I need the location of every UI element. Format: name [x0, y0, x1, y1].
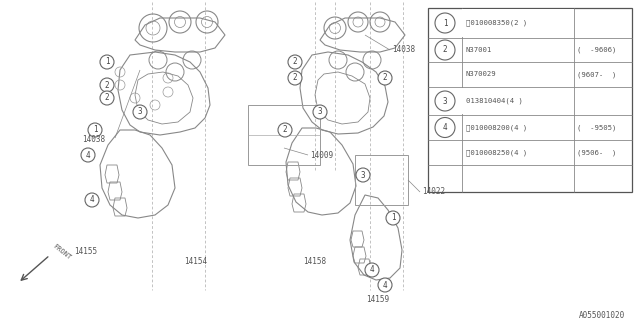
Text: 14009: 14009 [310, 150, 333, 159]
Text: 14155: 14155 [74, 247, 97, 257]
Circle shape [365, 263, 379, 277]
Text: 2: 2 [292, 74, 298, 83]
Text: (  -9606): ( -9606) [577, 47, 616, 53]
Circle shape [100, 78, 114, 92]
Text: 2: 2 [383, 74, 387, 83]
Text: 2: 2 [443, 45, 447, 54]
Text: (9506-  ): (9506- ) [577, 149, 616, 156]
Text: 1: 1 [443, 19, 447, 28]
Text: 2: 2 [105, 81, 109, 90]
Circle shape [435, 91, 455, 111]
Circle shape [85, 193, 99, 207]
Text: 2: 2 [292, 58, 298, 67]
Circle shape [435, 117, 455, 138]
Text: 1: 1 [390, 213, 396, 222]
Text: 2: 2 [105, 93, 109, 102]
Text: Ⓑ010008250(4 ): Ⓑ010008250(4 ) [466, 149, 527, 156]
Text: 1: 1 [93, 125, 97, 134]
Text: 14038: 14038 [82, 135, 105, 145]
Text: 4: 4 [86, 150, 90, 159]
Text: Ⓑ010008350(2 ): Ⓑ010008350(2 ) [466, 20, 527, 26]
Bar [462, 88, 574, 114]
Text: 4: 4 [443, 123, 447, 132]
Circle shape [288, 55, 302, 69]
Circle shape [288, 71, 302, 85]
Text: 3: 3 [361, 171, 365, 180]
Text: 14159: 14159 [367, 295, 390, 305]
Text: 3: 3 [443, 97, 447, 106]
Text: Ⓑ010008200(4 ): Ⓑ010008200(4 ) [466, 124, 527, 131]
Text: FRONT: FRONT [52, 243, 72, 261]
Text: N37001: N37001 [466, 47, 492, 53]
Text: 14022: 14022 [422, 188, 445, 196]
Circle shape [88, 123, 102, 137]
Circle shape [278, 123, 292, 137]
Text: 3: 3 [138, 108, 142, 116]
Circle shape [313, 105, 327, 119]
Text: 14038: 14038 [392, 45, 415, 54]
Text: 14158: 14158 [303, 258, 326, 267]
Text: 013810404(4 ): 013810404(4 ) [466, 98, 523, 104]
Circle shape [81, 148, 95, 162]
Text: 1: 1 [105, 58, 109, 67]
Text: 4: 4 [370, 266, 374, 275]
Text: N370029: N370029 [466, 71, 497, 77]
Text: 3: 3 [317, 108, 323, 116]
Circle shape [133, 105, 147, 119]
Circle shape [435, 40, 455, 60]
Text: 4: 4 [383, 281, 387, 290]
Text: (  -9505): ( -9505) [577, 124, 616, 131]
Text: 4: 4 [90, 196, 94, 204]
Circle shape [378, 71, 392, 85]
Circle shape [100, 55, 114, 69]
Text: 2: 2 [283, 125, 287, 134]
Circle shape [356, 168, 370, 182]
Text: (9607-  ): (9607- ) [577, 71, 616, 78]
Circle shape [435, 13, 455, 33]
Bar [462, 9, 574, 37]
Circle shape [386, 211, 400, 225]
Text: A055001020: A055001020 [579, 310, 625, 319]
Circle shape [100, 91, 114, 105]
Text: 14154: 14154 [184, 258, 207, 267]
Circle shape [378, 278, 392, 292]
